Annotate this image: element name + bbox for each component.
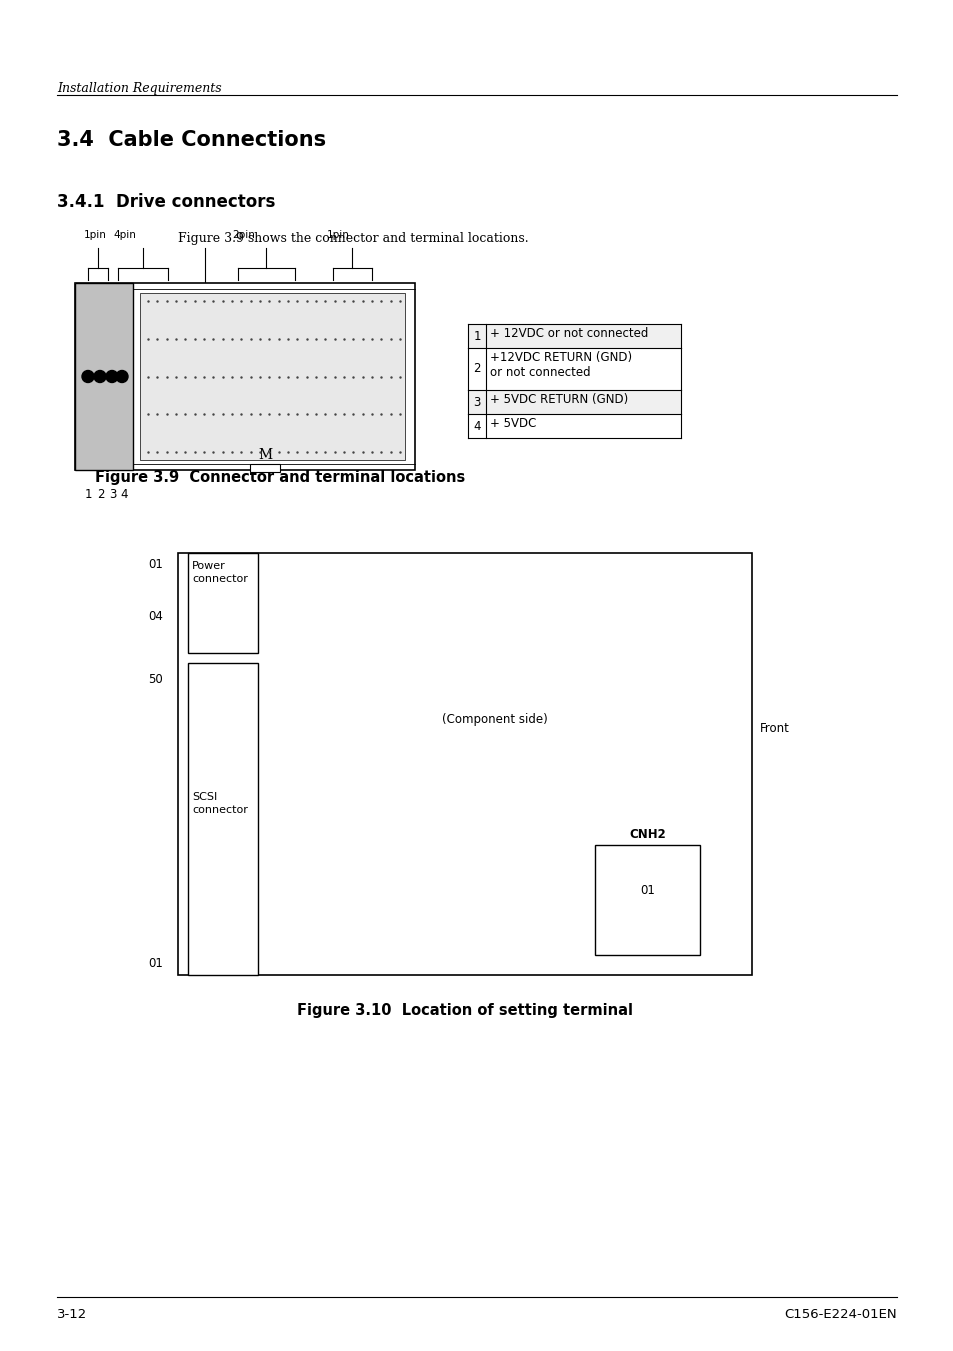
Bar [75, 282, 132, 470]
Bar [250, 463, 280, 471]
Text: 50: 50 [148, 673, 163, 686]
Text: Figure 3.9 shows the connector and terminal locations.: Figure 3.9 shows the connector and termi… [178, 232, 528, 245]
Text: SCSI
connector: SCSI connector [192, 792, 248, 815]
Bar [468, 390, 680, 413]
Text: + 12VDC or not connected: + 12VDC or not connected [490, 327, 648, 340]
Bar [188, 553, 257, 653]
Text: M: M [257, 449, 272, 462]
Circle shape [116, 370, 128, 382]
Text: 4: 4 [120, 488, 128, 501]
Text: 1pin: 1pin [84, 230, 107, 240]
Bar [140, 293, 405, 459]
Text: 01: 01 [639, 884, 655, 897]
Text: 4pin: 4pin [112, 230, 135, 240]
Text: 3: 3 [473, 396, 480, 408]
Bar [75, 282, 415, 470]
Text: Figure 3.9  Connector and terminal locations: Figure 3.9 Connector and terminal locati… [94, 470, 465, 485]
Text: 1: 1 [473, 330, 480, 343]
Text: 04: 04 [148, 611, 163, 623]
Circle shape [94, 370, 106, 382]
Text: 3.4.1  Drive connectors: 3.4.1 Drive connectors [57, 193, 275, 211]
Text: 3.4  Cable Connections: 3.4 Cable Connections [57, 130, 326, 150]
Text: 4: 4 [473, 420, 480, 432]
Text: 2pin: 2pin [232, 230, 254, 240]
Circle shape [106, 370, 118, 382]
Text: 3-12: 3-12 [57, 1308, 87, 1321]
Text: 2: 2 [97, 488, 105, 501]
Text: +12VDC RETURN (GND)
or not connected: +12VDC RETURN (GND) or not connected [490, 351, 632, 380]
Bar [178, 553, 751, 975]
Text: Installation Requirements: Installation Requirements [57, 82, 221, 95]
Text: Front: Front [760, 721, 789, 735]
Text: 1: 1 [84, 488, 91, 501]
Text: (Component side): (Component side) [441, 713, 547, 727]
Text: 3: 3 [110, 488, 116, 501]
Bar [188, 663, 257, 975]
Text: 1pin: 1pin [327, 230, 350, 240]
Text: + 5VDC: + 5VDC [490, 417, 536, 430]
Text: 01: 01 [148, 558, 163, 571]
Text: + 5VDC RETURN (GND): + 5VDC RETURN (GND) [490, 393, 628, 407]
Text: C156-E224-01EN: C156-E224-01EN [783, 1308, 896, 1321]
Bar [75, 282, 132, 470]
Text: Power
connector: Power connector [192, 561, 248, 584]
Text: 01: 01 [148, 957, 163, 970]
Bar [595, 844, 700, 955]
Text: CNH2: CNH2 [628, 828, 665, 842]
Text: Figure 3.10  Location of setting terminal: Figure 3.10 Location of setting terminal [296, 1002, 633, 1019]
Bar [468, 324, 680, 349]
Text: 2: 2 [473, 362, 480, 376]
Circle shape [82, 370, 94, 382]
